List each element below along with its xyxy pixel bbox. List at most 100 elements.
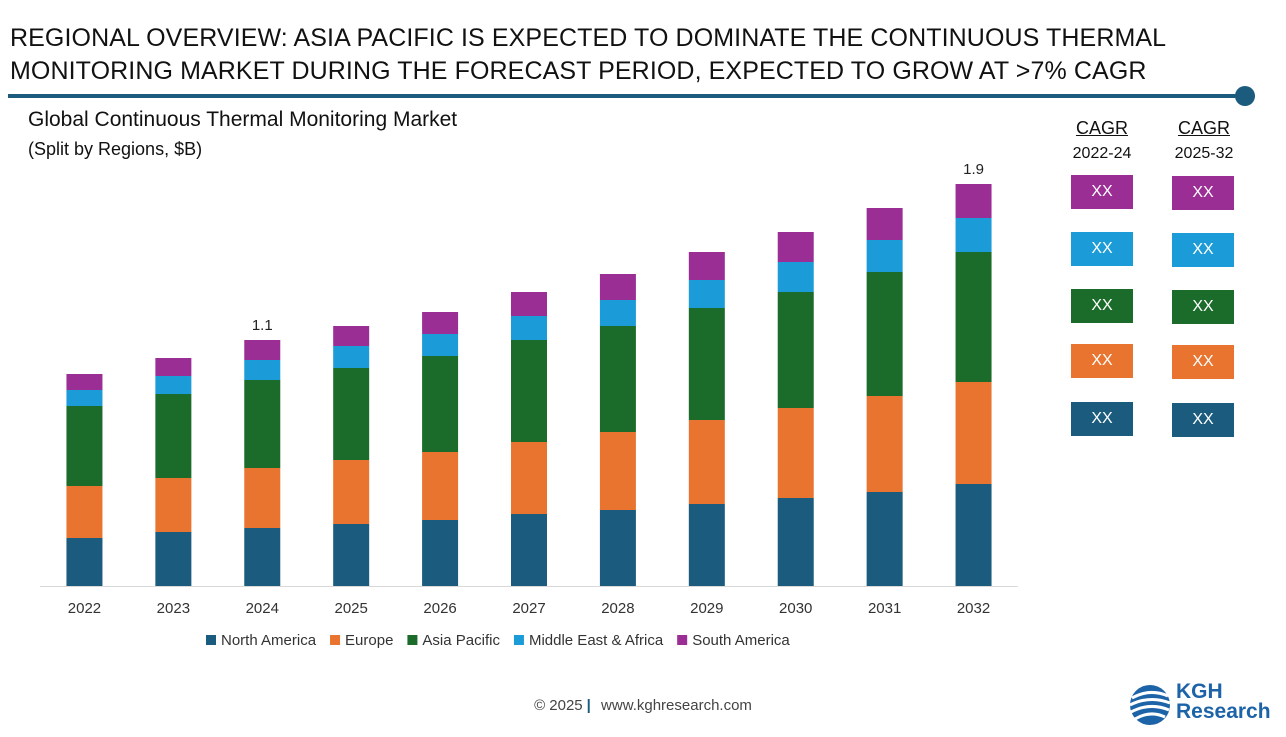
headline-line-1: REGIONAL OVERVIEW: ASIA PACIFIC IS EXPEC… <box>10 24 1167 52</box>
cagr-value-box: XX <box>1071 344 1133 378</box>
legend-swatch <box>677 635 688 645</box>
bar-asia-pacific-2029 <box>688 308 725 420</box>
legend-label: Europe <box>345 632 393 649</box>
website-link[interactable]: www.kghresearch.com <box>601 697 752 714</box>
bar-europe-2023 <box>155 478 192 532</box>
cagr-value-box: XX <box>1172 290 1234 324</box>
bar-asia-pacific-2025 <box>333 368 370 460</box>
x-tick-label: 2032 <box>957 600 990 617</box>
cagr-period: 2022-24 <box>1072 145 1132 162</box>
x-tick-label: 2024 <box>246 600 279 617</box>
legend-swatch <box>206 635 216 645</box>
bar-middle-east-africa-2032 <box>955 218 992 252</box>
bar-south-america-2025 <box>333 326 370 346</box>
bar-europe-2030 <box>777 408 814 498</box>
bar-north-america-2022 <box>66 538 103 586</box>
bar-asia-pacific-2023 <box>155 394 192 478</box>
bar-north-america-2027 <box>511 514 547 586</box>
bar-south-america-2023 <box>155 358 192 376</box>
bar-europe-2032 <box>955 382 992 484</box>
bar-north-america-2032 <box>955 484 992 586</box>
cagr-value-box: XX <box>1071 175 1133 209</box>
x-tick-label: 2027 <box>512 600 545 617</box>
headline-line-2: MONITORING MARKET DURING THE FORECAST PE… <box>10 57 1147 85</box>
bar-asia-pacific-2024 <box>244 380 281 468</box>
x-tick-label: 2029 <box>690 600 723 617</box>
bar-europe-2031 <box>866 396 903 492</box>
bar-north-america-2030 <box>777 498 814 586</box>
stacked-bar-chart: 2022 2023 2024 2025 2026 2027 2028 2029 2030 2031… <box>40 161 1018 649</box>
bar-middle-east-africa-2025 <box>333 346 370 368</box>
bar-north-america-2024 <box>244 528 281 586</box>
bar-south-america-2030 <box>777 232 814 262</box>
x-tick-label: 2025 <box>334 600 367 617</box>
bar-middle-east-africa-2023 <box>155 376 192 394</box>
bar-south-america-2022 <box>66 374 103 390</box>
chart-subtitle: (Split by Regions, $B) <box>28 139 203 159</box>
bar-middle-east-africa-2030 <box>777 262 814 292</box>
x-tick-label: 2026 <box>423 600 456 617</box>
cagr-period: 2025-32 <box>1174 145 1234 162</box>
bar-south-america-2029 <box>688 252 725 280</box>
cagr-header: CAGR <box>1075 118 1128 138</box>
legend-label: North America <box>221 632 317 649</box>
cagr-value-box: XX <box>1172 345 1234 379</box>
bar-asia-pacific-2022 <box>66 406 103 486</box>
bar-middle-east-africa-2022 <box>66 390 103 406</box>
bar-south-america-2032 <box>955 184 992 218</box>
bar-europe-2025 <box>333 460 370 524</box>
bar-europe-2026 <box>422 452 459 520</box>
cagr-value-box: XX <box>1172 403 1234 437</box>
chart-title: Global Continuous Thermal Monitoring Mar… <box>28 108 458 131</box>
bar-europe-2024 <box>244 468 281 528</box>
kgh-research-logo: KGH Research <box>1128 680 1280 728</box>
bar-asia-pacific-2028 <box>599 326 636 432</box>
x-tick-label: 2031 <box>868 600 901 617</box>
x-tick-label: 2023 <box>157 600 190 617</box>
cagr-column-2025-32: CAGR 2025-32 <box>1171 116 1237 166</box>
bar-middle-east-africa-2027 <box>511 316 547 340</box>
bar-north-america-2026 <box>422 520 459 586</box>
bar-europe-2029 <box>688 420 725 504</box>
legend-swatch <box>407 635 418 645</box>
legend-swatch <box>330 635 341 645</box>
x-tick-label: 2030 <box>779 600 812 617</box>
page-headline: REGIONAL OVERVIEW: ASIA PACIFIC IS EXPEC… <box>10 22 1230 88</box>
copyright-text: © 2025 <box>534 697 583 714</box>
globe-icon <box>1129 685 1171 725</box>
bar-north-america-2029 <box>688 504 725 586</box>
bar-middle-east-africa-2031 <box>866 240 903 272</box>
bar-asia-pacific-2026 <box>422 356 459 452</box>
bar-south-america-2024 <box>244 340 281 360</box>
bar-south-america-2026 <box>422 312 459 334</box>
legend-label: Asia Pacific <box>422 632 500 649</box>
cagr-value-box: XX <box>1172 233 1234 267</box>
cagr-value-box: XX <box>1071 232 1133 266</box>
bar-north-america-2023 <box>155 532 192 586</box>
bar-asia-pacific-2027 <box>511 340 547 442</box>
data-label: 1.1 <box>252 317 273 334</box>
footer-separator: | <box>586 697 591 714</box>
divider-end-dot <box>1235 86 1255 106</box>
logo-wordmark: KGH Research <box>1176 680 1271 722</box>
bar-europe-2028 <box>599 432 636 510</box>
cagr-value-box: XX <box>1172 176 1234 210</box>
legend-label: Middle East & Africa <box>529 632 664 649</box>
bar-europe-2022 <box>66 486 103 538</box>
logo-line-1: KGH <box>1176 680 1223 703</box>
legend-label: South America <box>692 632 790 649</box>
legend-swatch <box>513 635 524 645</box>
bar-north-america-2025 <box>333 524 370 586</box>
x-tick-label: 2022 <box>68 600 101 617</box>
x-tick-label: 2028 <box>601 600 634 617</box>
bar-middle-east-africa-2029 <box>688 280 725 308</box>
bar-asia-pacific-2030 <box>777 292 814 408</box>
bar-south-america-2031 <box>866 208 903 240</box>
bar-asia-pacific-2032 <box>955 252 992 382</box>
bar-asia-pacific-2031 <box>866 272 903 396</box>
footer: © 2025 | www.kghresearch.com <box>0 697 1286 714</box>
data-label: 1.9 <box>963 161 984 178</box>
cagr-column-2022-24: CAGR 2022-24 <box>1069 116 1135 166</box>
bar-north-america-2031 <box>866 492 903 586</box>
bar-middle-east-africa-2026 <box>422 334 459 356</box>
